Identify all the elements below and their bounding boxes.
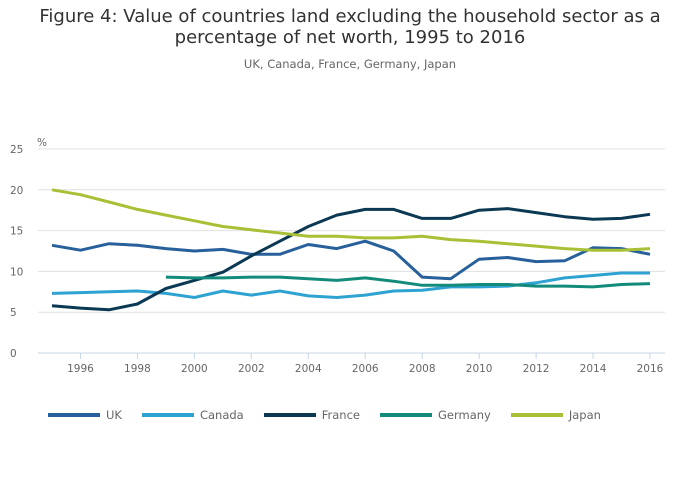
series-line-japan [51,188,651,252]
x-tick-label: 2006 [352,363,379,375]
chart-subtitle: UK, Canada, France, Germany, Japan [243,57,457,71]
x-tick-label: 2016 [637,363,664,375]
y-tick-label: 0 [10,348,17,360]
y-axis-ticks: 0 5 10 15 20 25 [10,144,23,360]
y-axis-label: % [37,137,47,149]
x-tick-label: 2008 [409,363,436,375]
legend-item-canada[interactable]: Canada [141,408,244,422]
gridlines [38,148,665,313]
legend-item-germany[interactable]: Germany [379,408,491,422]
legend-swatch [263,413,316,417]
legend-label: France [321,408,360,422]
x-tick-label: 2014 [580,363,607,375]
series-line-france [51,207,651,312]
legend-item-japan[interactable]: Japan [510,408,601,422]
x-axis: 1996 1998 2000 2002 2004 2006 2008 2010 2012 2014… [38,352,665,375]
y-tick-label: 25 [10,144,23,156]
legend-label: Japan [568,408,601,422]
series-line-germany [165,275,651,289]
y-tick-label: 10 [10,266,23,278]
legend-swatch [48,413,100,417]
legend-label: Canada [199,408,244,422]
legend-item-france[interactable]: France [263,408,360,422]
x-tick-label: 2012 [523,363,550,375]
line-chart: 0 5 10 15 20 25 1996 1998 2000 2002 2004 2006 2008 2… [10,137,665,375]
x-tick-label: 2010 [466,363,493,375]
series-line-uk [51,239,651,281]
legend-label: UK [106,408,122,422]
chart-title: Figure 4: Value of countries land exclud… [0,6,700,48]
series-line-canada [51,271,650,299]
legend-label: Germany [437,408,491,422]
y-tick-label: 15 [10,226,23,238]
legend-swatch [379,413,432,417]
legend-swatch [141,413,194,417]
legend-item-uk[interactable]: UK [48,408,122,422]
legend: UK Canada France Germany Japan [48,408,621,422]
x-tick-label: 1998 [124,363,151,375]
x-tick-label: 2002 [238,363,265,375]
chart-title-line-2: percentage of net worth, 1995 to 2016 [174,27,526,48]
series-lines [51,188,651,312]
x-tick-label: 1996 [67,363,94,375]
chart-title-line-1: Figure 4: Value of countries land exclud… [39,6,661,27]
x-tick-label: 2004 [295,363,322,375]
y-tick-label: 5 [10,307,17,319]
x-tick-label: 2000 [181,363,208,375]
legend-swatch [510,413,563,417]
y-tick-label: 20 [10,185,23,197]
